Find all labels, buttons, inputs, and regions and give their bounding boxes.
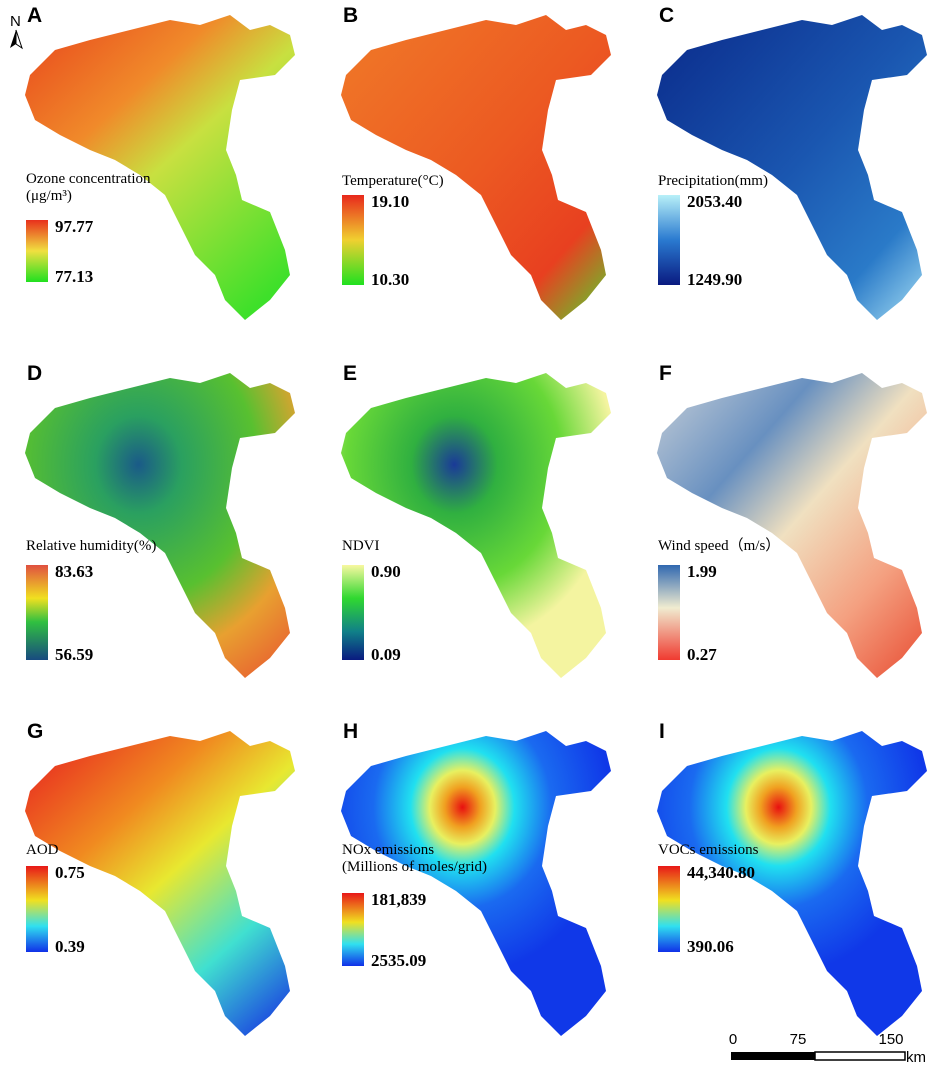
legend-min: 10.30 [371, 270, 409, 289]
scale-bar-segment [814, 1051, 906, 1061]
panel: G AOD 0.75 0.39 [25, 720, 295, 1036]
panel: D Relative humidity(%) 83.63 56.59 [25, 362, 295, 678]
legend-colorbar [26, 220, 48, 282]
legend-colorbar [342, 893, 364, 966]
legend-colorbar [342, 195, 364, 285]
region-map [25, 373, 295, 678]
legend-colorbar [26, 866, 48, 952]
scale-bar-segment [731, 1052, 815, 1060]
legend-max: 83.63 [55, 562, 93, 581]
panel: H NOx emissions(Millions of moles/grid) 18… [341, 720, 611, 1036]
panel: B Temperature(°C) 19.10 10.30 [341, 4, 611, 320]
scale-label: 0 [729, 1031, 737, 1048]
legend-colorbar [658, 866, 680, 952]
region-map [657, 15, 927, 320]
legend-title: Ozone concentration [26, 171, 151, 187]
legend-min: 0.27 [687, 645, 717, 664]
legend-min: 390.06 [687, 937, 734, 956]
scale-bar: 0 75 150 km [729, 1031, 926, 1066]
legend-title: AOD [26, 842, 59, 858]
scale-label: 75 [790, 1031, 807, 1048]
panel-letter: H [343, 720, 358, 743]
legend-min: 0.39 [55, 937, 85, 956]
panel: C Precipitation(mm) 2053.40 1249.90 [657, 4, 927, 320]
panel-letter: A [27, 4, 42, 27]
region-map [25, 15, 295, 320]
panel: A Ozone concentration(μg/m³) 97.77 77.13 [25, 4, 295, 320]
legend-min: 77.13 [55, 267, 93, 286]
legend-colorbar [658, 565, 680, 660]
legend-max: 0.90 [371, 562, 401, 581]
legend-title: NOx emissions [342, 842, 434, 858]
legend-title: Precipitation(mm) [658, 173, 768, 189]
legend-max: 19.10 [371, 192, 409, 211]
legend-title: Relative humidity(%) [26, 538, 156, 554]
legend-colorbar [342, 565, 364, 660]
panel-letter: B [343, 4, 358, 27]
region-map [341, 731, 611, 1036]
region-map [341, 373, 611, 678]
region-map [25, 731, 295, 1036]
region-map [341, 15, 611, 320]
legend-max: 2053.40 [687, 192, 742, 211]
legend-max: 1.99 [687, 562, 717, 581]
region-map [657, 731, 927, 1036]
legend-title: (μg/m³) [26, 188, 72, 204]
panel-letter: E [343, 362, 357, 385]
north-arrow-shape [15, 29, 23, 50]
legend-min: 56.59 [55, 645, 93, 664]
legend-title: Wind speed（m/s） [658, 537, 780, 554]
scale-label: 150 [878, 1031, 903, 1048]
legend-max: 0.75 [55, 863, 85, 882]
legend-title: NDVI [342, 538, 380, 554]
panel: I VOCs emissions 44,340.80 390.06 [657, 720, 927, 1036]
panel-letter: C [659, 4, 674, 27]
panel: E NDVI 0.90 0.09 [341, 362, 611, 678]
legend-max: 181,839 [371, 890, 426, 909]
legend-colorbar [26, 565, 48, 660]
panel-letter: I [659, 720, 665, 743]
north-arrow-shape [10, 30, 16, 48]
region-map [657, 373, 927, 678]
legend-title: VOCs emissions [658, 842, 759, 858]
legend-title: Temperature(°C) [342, 173, 444, 189]
legend-max: 44,340.80 [687, 863, 755, 882]
north-label: N [10, 13, 21, 30]
legend-min: 2535.09 [371, 951, 426, 970]
scale-unit: km [906, 1049, 926, 1066]
panel-letter: G [27, 720, 43, 743]
legend-title: (Millions of moles/grid) [342, 859, 487, 875]
panel: F Wind speed（m/s） 1.99 0.27 [657, 362, 927, 678]
legend-colorbar [658, 195, 680, 285]
legend-min: 0.09 [371, 645, 401, 664]
panel-letter: F [659, 362, 672, 385]
north-arrow: N [10, 13, 23, 50]
legend-min: 1249.90 [687, 270, 742, 289]
panel-letter: D [27, 362, 42, 385]
legend-max: 97.77 [55, 217, 94, 236]
